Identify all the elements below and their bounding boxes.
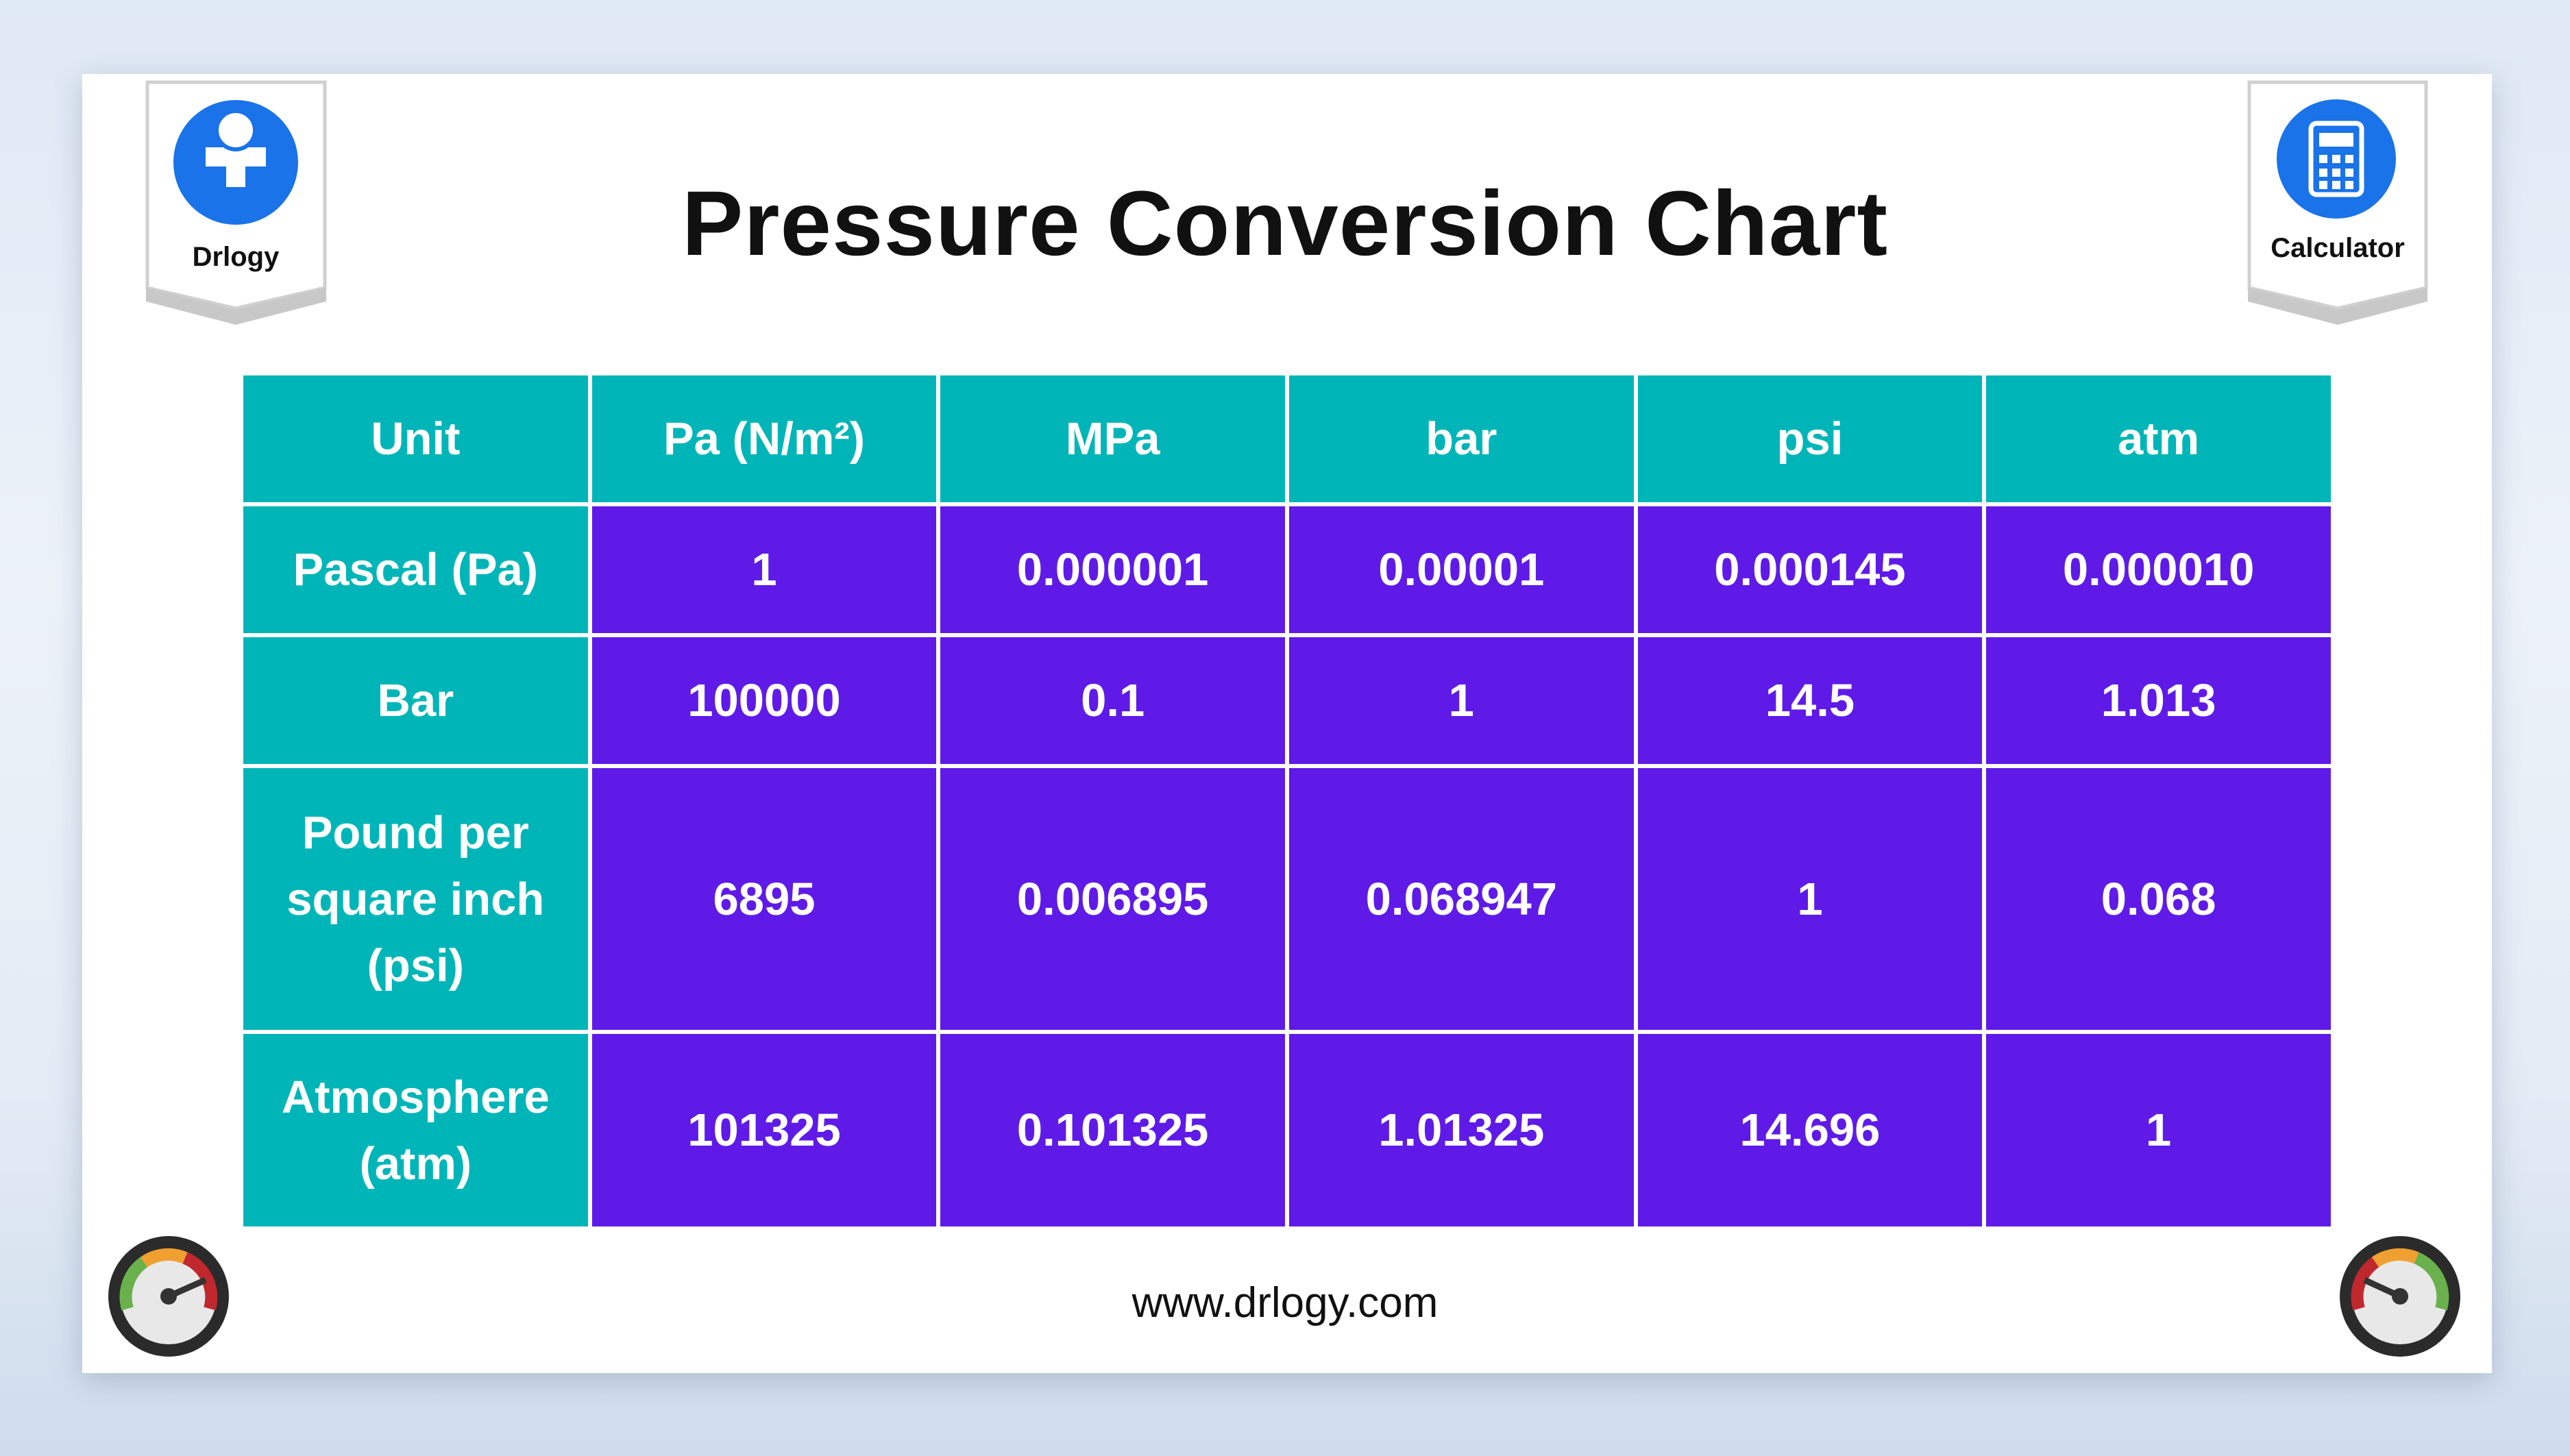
column-header: Pa (N/m²): [587, 371, 941, 506]
table-row: Pascal (Pa) 1 0.000001 0.00001 0.000145 0.000…: [239, 502, 2335, 637]
header-row: Unit Pa (N/m²) MPa bar psi atm: [239, 371, 2335, 506]
column-header: MPa: [936, 371, 1289, 506]
table-cell: 14.696: [1633, 1030, 1987, 1231]
table-cell: 0.101325: [936, 1030, 1289, 1231]
logo-label: Drlogy: [193, 242, 280, 272]
table-cell: 0.068947: [1284, 764, 1638, 1034]
column-header: Unit: [239, 371, 592, 506]
table-cell: 100000: [587, 633, 941, 768]
table-cell: 1: [1633, 764, 1987, 1034]
column-header: bar: [1284, 371, 1638, 506]
table-cell: 0.068: [1982, 764, 2335, 1034]
table-cell: 1: [1284, 633, 1638, 768]
table-cell: 6895: [587, 764, 941, 1034]
table-cell: 1: [1982, 1030, 2335, 1231]
table-cell: 1.013: [1982, 633, 2335, 768]
table-cell: 0.006895: [936, 764, 1289, 1034]
gauge-icon: [108, 1236, 229, 1357]
table-cell: 1.01325: [1284, 1030, 1638, 1231]
table-row: Atmosphere (atm) 101325 0.101325 1.01325 14.…: [239, 1030, 2335, 1231]
table-cell: 1: [587, 502, 941, 637]
column-header: psi: [1633, 371, 1987, 506]
title: Pressure Conversion Chart: [681, 173, 1889, 275]
logo-label: Calculator: [2271, 233, 2405, 263]
table-cell: 0.000145: [1633, 502, 1987, 637]
logo-badge: Drlogy: [145, 80, 327, 325]
table-cell: 0.00001: [1284, 502, 1638, 637]
row-header: Pound per square inch (psi): [239, 764, 592, 1034]
row-header: Bar: [239, 633, 592, 768]
column-header: atm: [1982, 371, 2335, 506]
conversion-table: Unit Pa (N/m²) MPa bar psi atm Pascal (Pa) 1 0.0…: [239, 371, 2335, 1231]
table-row: Bar 100000 0.1 1 14.5 1.013: [239, 633, 2335, 768]
table-cell: 0.000010: [1982, 502, 2335, 637]
table-cell: 0.1: [936, 633, 1289, 768]
calculator-badge: Calculator: [2247, 80, 2428, 325]
table-row: Pound per square inch (psi) 6895 0.006895 0…: [239, 764, 2335, 1034]
gauge-icon: [2340, 1236, 2460, 1357]
footer-url: www.drlogy.com: [1131, 1279, 1439, 1327]
table-cell: 0.000001: [936, 502, 1289, 637]
table-cell: 14.5: [1633, 633, 1987, 768]
row-header: Pascal (Pa): [239, 502, 592, 637]
table-cell: 101325: [587, 1030, 941, 1231]
row-header: Atmosphere (atm): [239, 1030, 592, 1231]
